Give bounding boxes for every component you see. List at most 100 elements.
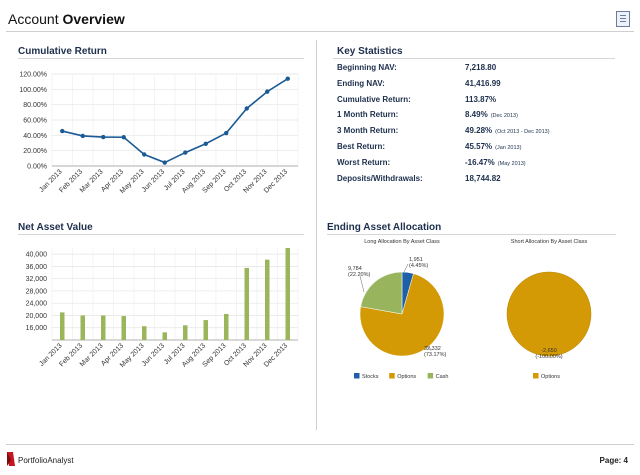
data-point <box>224 130 229 136</box>
stat-row: Worst Return: -16.47% (May 2013) <box>337 158 612 174</box>
section-rule <box>333 58 615 59</box>
header-divider <box>6 31 634 32</box>
bar <box>80 315 85 340</box>
slice-percent-label: (73.17%) <box>424 352 446 358</box>
portfolioanalyst-logo-icon <box>7 452 15 466</box>
stat-row: 3 Month Return: 49.28% (Oct 2013 - Dec 20… <box>337 126 612 142</box>
pie-title: Short Allocation By Asset Class <box>511 239 588 245</box>
legend-swatch <box>533 373 539 379</box>
legend-swatch <box>354 373 360 379</box>
bar <box>285 248 290 340</box>
legend-label: Cash <box>436 374 449 380</box>
stat-row: Ending NAV: 41,416.99 <box>337 79 612 95</box>
slice-value-label: 1,951 <box>409 257 423 263</box>
series-line <box>62 78 289 164</box>
y-tick-label: 20,000 <box>26 313 48 320</box>
stat-label: Deposits/Withdrawals: <box>337 173 423 183</box>
bar <box>121 316 126 340</box>
legend-label: Options <box>397 374 416 380</box>
stat-label: 1 Month Return: <box>337 110 399 120</box>
slice-percent-label: (22.20%) <box>348 272 370 278</box>
legend-swatch <box>427 373 434 379</box>
bar <box>203 320 208 340</box>
slice-leader <box>359 275 365 293</box>
page-number: Page: 4 <box>599 456 628 465</box>
stat-note: (May 2013) <box>497 160 526 167</box>
y-tick-label: 100.00% <box>19 87 47 94</box>
slice-percent-label: (-100.00%) <box>535 354 562 360</box>
data-point <box>60 128 65 134</box>
document-icon[interactable] <box>616 11 630 27</box>
y-tick-label: 28,000 <box>26 288 48 295</box>
page-title-regular: Account <box>8 11 59 27</box>
footer-brand: PortfolioAnalyst <box>18 456 74 465</box>
slice-percent-label: (4.45%) <box>409 263 428 269</box>
footer-divider <box>6 444 634 445</box>
section-rule <box>18 234 304 235</box>
slice-leader <box>403 263 409 273</box>
section-title-cumulative-return: Cumulative Return <box>18 46 107 57</box>
stat-row: Deposits/Withdrawals: 18,744.82 <box>337 174 612 190</box>
stat-row: 1 Month Return: 8.49% (Dec 2013) <box>337 110 612 126</box>
stat-note: (Jan 2013) <box>495 144 522 151</box>
cumulative-return-chart: 0.00% 20.00% 40.00% 60.00% 80.00% 100.00% 120.… <box>19 72 299 195</box>
section-title-net-asset-value: Net Asset Value <box>18 222 93 233</box>
y-tick-label: 40,000 <box>26 252 48 259</box>
stat-row: Best Return: 45.57% (Jan 2013) <box>337 142 612 158</box>
data-point <box>285 76 290 81</box>
slice-value-label: 9,784 <box>348 266 362 272</box>
data-point <box>265 89 270 94</box>
section-title-key-statistics: Key Statistics <box>337 46 403 57</box>
y-tick-label: 24,000 <box>26 301 48 308</box>
slice-leader <box>425 345 433 351</box>
slice-value-label: 32,332 <box>424 346 441 352</box>
section-title-ending-asset-allocation: Ending Asset Allocation <box>327 222 442 233</box>
bar <box>224 313 229 340</box>
stat-row: Cumulative Return: 113.87% <box>337 95 612 111</box>
pie-slice <box>360 271 403 315</box>
data-point <box>142 152 147 157</box>
page-title-bold: Overview <box>62 11 125 27</box>
stat-row: Beginning NAV: 7,218.80 <box>337 63 612 79</box>
stat-value: 7,218.80 <box>465 63 497 72</box>
data-point <box>121 135 126 140</box>
stat-value: 18,744.82 <box>465 173 501 183</box>
bar <box>244 267 249 340</box>
stat-label: Cumulative Return: <box>337 94 411 104</box>
bar <box>162 332 167 340</box>
y-tick-label: 36,000 <box>26 264 48 271</box>
stat-label: Ending NAV: <box>337 78 385 88</box>
stat-label: Beginning NAV: <box>337 63 397 72</box>
stat-value: -16.47% (May 2013) <box>465 157 526 167</box>
pie-title: Long Allocation By Asset Class <box>364 239 440 245</box>
slice-value-label: -2,650 <box>541 348 557 354</box>
y-tick-label: 16,000 <box>26 325 48 332</box>
stat-note: (Oct 2013 - Dec 2013) <box>495 129 550 136</box>
pie-slice <box>506 271 592 357</box>
stat-value: 113.87% <box>465 94 497 104</box>
bar <box>142 326 147 340</box>
data-point <box>244 106 249 111</box>
y-tick-label: 80.00% <box>23 102 47 109</box>
page-title: Account Overview <box>8 11 125 27</box>
y-tick-label: 120.00% <box>19 72 47 79</box>
stat-value: 49.28% (Oct 2013 - Dec 2013) <box>465 126 550 136</box>
stat-note: (Dec 2013) <box>490 113 518 120</box>
section-rule <box>18 58 304 59</box>
asset-allocation-charts: Long Allocation By Asset Class 1,951(4.45… <box>348 239 592 380</box>
stat-value: 8.49% (Dec 2013) <box>465 110 518 120</box>
column-divider <box>316 40 317 430</box>
stat-label: 3 Month Return: <box>337 126 399 136</box>
bar <box>60 312 65 340</box>
stat-value: 41,416.99 <box>465 78 501 88</box>
bar <box>183 325 188 340</box>
y-tick-label: 0.00% <box>27 164 47 171</box>
y-tick-label: 40.00% <box>23 133 47 140</box>
y-tick-label: 60.00% <box>23 118 47 125</box>
stat-label: Best Return: <box>337 141 386 151</box>
stat-value: 45.57% (Jan 2013) <box>465 141 522 151</box>
y-tick-label: 32,000 <box>26 276 48 283</box>
bar <box>101 315 106 340</box>
legend-swatch <box>389 373 395 379</box>
stat-label: Worst Return: <box>337 157 391 167</box>
